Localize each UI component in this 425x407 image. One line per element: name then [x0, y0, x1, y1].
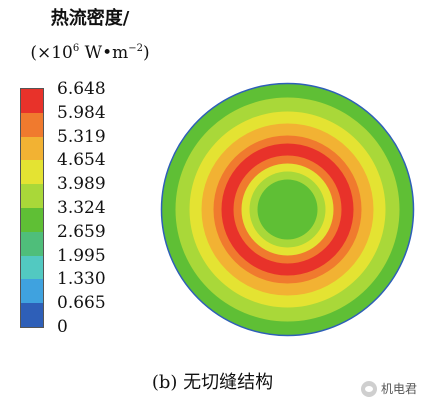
legend-unit: (×106 W•m−2)	[30, 43, 150, 63]
figure-caption: (b) 无切缝结构	[151, 372, 274, 393]
legend-swatch	[21, 184, 43, 208]
legend-swatch	[21, 89, 43, 113]
legend-swatch	[21, 136, 43, 161]
legend-tick-label: 1.330	[57, 269, 106, 290]
legend-tick-label: 0	[57, 317, 68, 337]
legend-tick-label: 3.324	[57, 198, 106, 218]
legend-swatch	[21, 279, 43, 304]
legend-tick-label: 2.659	[57, 221, 106, 242]
heat-flux-contour-plot	[160, 82, 415, 337]
legend-tick-label: 4.654	[57, 150, 106, 171]
legend-tick-label: 3.989	[57, 174, 106, 195]
legend-title: 热流密度/	[50, 8, 130, 29]
watermark-text: 机电君	[380, 382, 417, 396]
contour-edge	[160, 82, 415, 337]
legend-tick-label: 5.319	[57, 126, 106, 147]
color-legend-bar	[20, 88, 44, 328]
legend-tick-label: 6.648	[57, 79, 106, 99]
contour-center	[257, 179, 318, 240]
legend-tick-label: 1.995	[57, 245, 106, 266]
legend-swatch	[21, 112, 43, 137]
watermark: 机电君	[360, 380, 417, 397]
legend-swatch	[21, 207, 43, 232]
legend-swatch	[21, 231, 43, 256]
legend-tick-label: 5.984	[57, 102, 106, 123]
legend-swatch	[21, 255, 43, 280]
legend-swatch	[21, 160, 43, 185]
legend-swatch	[21, 303, 43, 327]
wechat-icon	[360, 380, 377, 397]
legend-tick-label: 0.665	[57, 293, 106, 314]
